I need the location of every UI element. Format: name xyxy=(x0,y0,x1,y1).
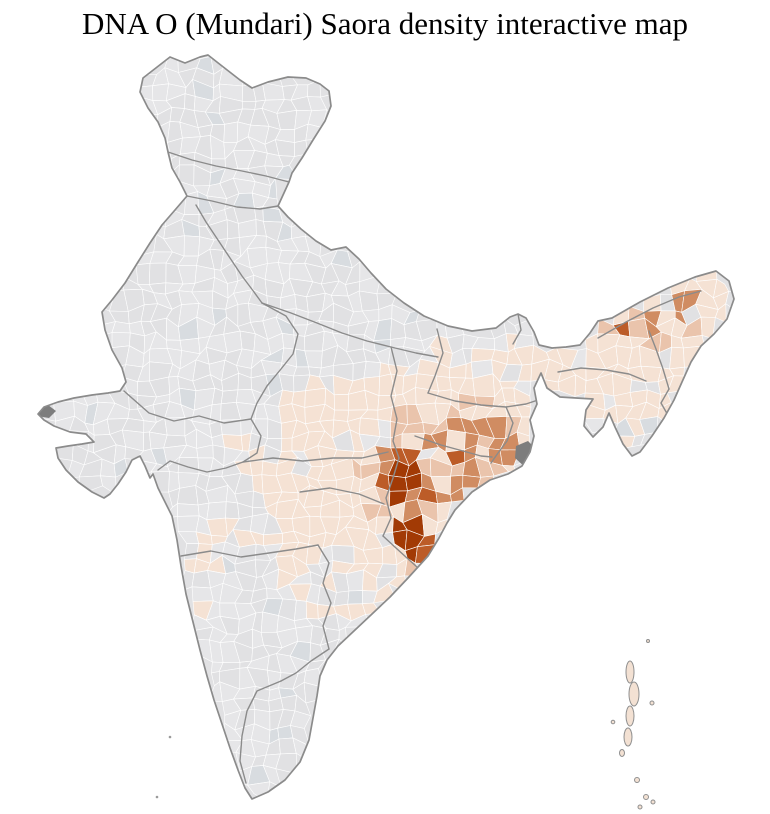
district-cell[interactable] xyxy=(358,417,381,437)
district-cell[interactable] xyxy=(435,375,452,392)
state-border xyxy=(167,151,290,183)
district-cell[interactable] xyxy=(177,485,199,506)
district-cell[interactable] xyxy=(306,292,326,313)
district-cell[interactable] xyxy=(149,262,167,285)
island[interactable] xyxy=(628,681,640,707)
district-cell[interactable] xyxy=(220,389,239,405)
state-border xyxy=(427,392,539,408)
district-cell[interactable] xyxy=(135,262,151,285)
state-border xyxy=(239,680,282,784)
state-border xyxy=(382,457,400,537)
state-border xyxy=(512,313,522,345)
district-cell[interactable] xyxy=(390,403,408,425)
district-cell[interactable] xyxy=(401,433,425,451)
island[interactable] xyxy=(637,804,643,810)
state-border xyxy=(317,544,332,650)
island[interactable] xyxy=(610,719,616,725)
district-cell[interactable] xyxy=(242,101,257,110)
island[interactable] xyxy=(623,727,633,747)
district-cell[interactable] xyxy=(191,570,211,589)
state-border xyxy=(490,406,514,464)
district-cell[interactable] xyxy=(358,290,380,312)
district-cell[interactable] xyxy=(333,409,350,422)
district-cell[interactable] xyxy=(260,611,279,633)
island[interactable] xyxy=(649,700,655,706)
island[interactable] xyxy=(625,705,635,727)
island[interactable] xyxy=(643,794,649,800)
district-cell[interactable] xyxy=(261,460,278,477)
state-border xyxy=(195,204,263,304)
state-border xyxy=(299,487,385,505)
state-border xyxy=(186,195,279,210)
india-outline xyxy=(37,54,735,800)
district-cell[interactable] xyxy=(177,515,200,533)
state-border xyxy=(557,367,647,382)
district-cell[interactable] xyxy=(669,346,685,370)
district-cell[interactable] xyxy=(280,694,297,712)
district-cell[interactable] xyxy=(295,625,313,644)
district-cell[interactable] xyxy=(152,83,169,102)
district-cell[interactable] xyxy=(281,332,296,350)
district-cell[interactable] xyxy=(293,599,307,622)
district-cell[interactable] xyxy=(184,93,196,111)
state-border xyxy=(280,648,330,682)
state-border xyxy=(123,390,252,424)
district-cell[interactable] xyxy=(305,600,319,620)
district-cell[interactable] xyxy=(191,586,214,602)
state-border xyxy=(597,290,702,339)
state-border xyxy=(648,330,670,390)
island[interactable] xyxy=(646,639,650,643)
island-speck xyxy=(155,795,159,799)
district-cell[interactable] xyxy=(333,393,350,411)
district-cell[interactable] xyxy=(347,590,363,605)
district-cell[interactable] xyxy=(363,361,381,379)
district-cell[interactable] xyxy=(223,121,239,143)
state-border xyxy=(180,544,319,558)
state-border xyxy=(242,451,389,463)
district-cell[interactable] xyxy=(377,419,391,439)
island-speck xyxy=(168,735,172,739)
state-border xyxy=(261,302,439,358)
state-border xyxy=(157,418,262,473)
district-cell[interactable] xyxy=(276,110,298,130)
district-cell[interactable] xyxy=(293,366,311,377)
district-cell[interactable] xyxy=(206,501,227,521)
island[interactable] xyxy=(619,749,625,757)
district-cell[interactable] xyxy=(281,437,293,453)
district-cell[interactable] xyxy=(183,235,201,257)
district-cell[interactable] xyxy=(111,332,131,349)
island[interactable] xyxy=(625,660,635,684)
district-cell[interactable] xyxy=(225,501,240,520)
island[interactable] xyxy=(634,777,640,783)
district-cell[interactable] xyxy=(345,569,364,592)
state-border xyxy=(390,346,400,459)
district-cell[interactable] xyxy=(249,460,264,477)
district-cell[interactable] xyxy=(177,503,200,517)
state-border xyxy=(427,328,444,394)
district-cell[interactable] xyxy=(239,330,256,352)
state-border xyxy=(414,435,493,458)
island[interactable] xyxy=(650,799,656,805)
state-border xyxy=(250,302,299,420)
